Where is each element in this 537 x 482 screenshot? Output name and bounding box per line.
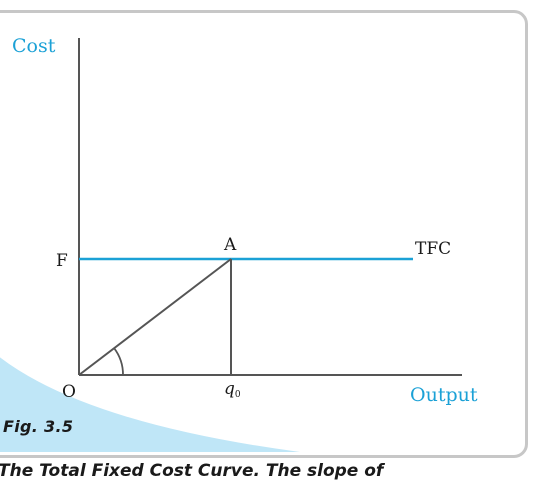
decorative-shade	[0, 357, 300, 452]
caption-description: The Total Fixed Cost Curve. The slope of	[0, 461, 384, 481]
origin-label: O	[62, 382, 76, 402]
figure-caption: Fig. 3.5	[3, 417, 74, 436]
fixed-cost-label: F	[56, 251, 68, 271]
tfc-label: TFC	[415, 239, 451, 259]
x-axis-label: Output	[410, 384, 478, 406]
quantity-subscript: 0	[235, 390, 241, 400]
quantity-letter: q	[224, 379, 235, 399]
quantity-label: q0	[224, 379, 241, 400]
ray-oa	[78, 258, 232, 376]
y-axis-label: Cost	[12, 35, 56, 57]
point-a-label: A	[223, 235, 237, 255]
figure-frame	[0, 10, 528, 458]
angle-arc	[113, 347, 124, 376]
